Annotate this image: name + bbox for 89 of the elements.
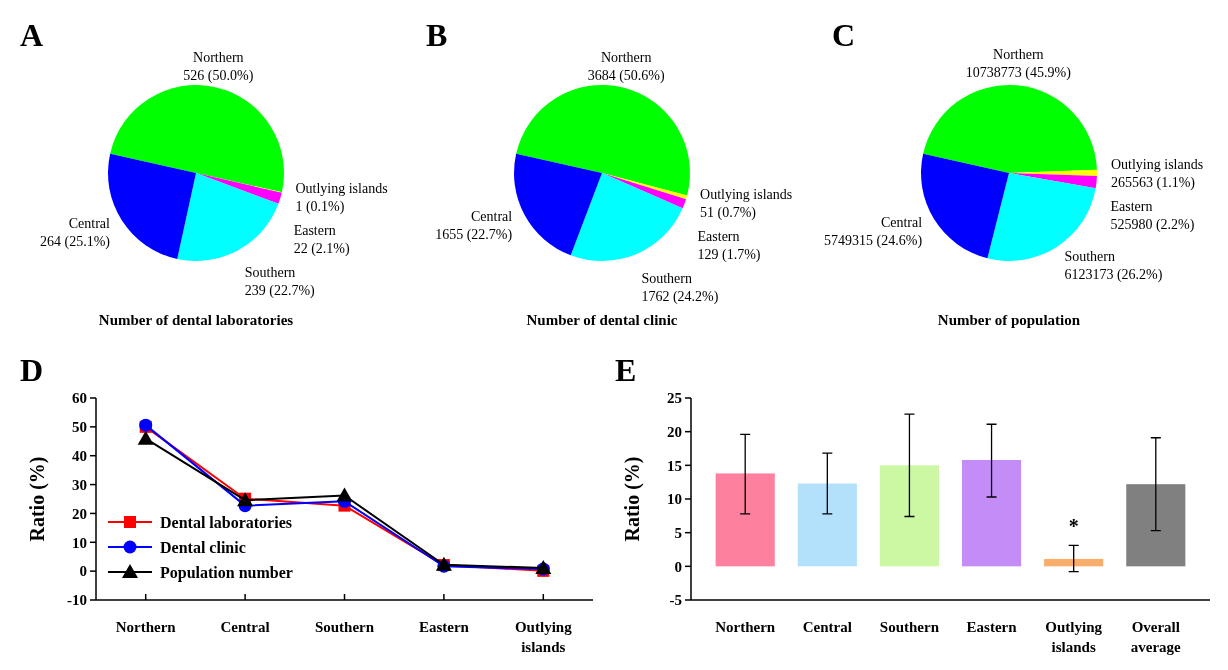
y-tick-label: 40 [72,447,87,464]
data-label: 526 (50.0%) [183,67,254,84]
bar [962,459,1022,567]
pie-slice [923,85,1097,173]
pie-slice [921,153,1009,259]
data-label: 129 (1.7%) [697,247,761,264]
x-tick-label: Southern [879,619,940,635]
bar [715,473,775,567]
text: Number of population [937,312,1081,328]
annotation: * [1068,515,1079,538]
text: D [20,352,44,388]
pie-slice [196,173,282,204]
y-tick-label: 50 [72,419,87,436]
bar [1126,484,1186,567]
y-tick-label: 0 [674,558,682,575]
data-label: 22 (2.1%) [293,241,350,258]
point [336,487,353,502]
y-tick-label: -10 [67,592,87,609]
pie-slice [602,173,687,209]
slice-label: Northern [600,50,652,66]
bar [797,483,857,567]
data-label: 10738773 (45.9%) [965,65,1072,82]
y-tick-label: 0 [79,563,87,580]
slice-label: Northern [193,49,244,65]
data-label: 1655 (22.7%) [435,227,513,244]
y-tick-label: 10 [72,534,87,551]
legend-label: Dental clinic [160,538,246,556]
data-label: 525980 (2.2%) [1110,216,1195,233]
x-tick-label: Northern [115,619,177,635]
x-tick-label: Central [802,619,852,635]
slice-label: Central [470,209,513,225]
bar [1044,558,1104,567]
pie-slice [516,85,690,196]
data-label: 51 (0.7%) [700,205,757,222]
pie-slice [177,173,279,261]
pie-slice [108,153,196,259]
data-label: 6123173 (26.2%) [1064,267,1163,284]
data-label: 264 (25.1%) [39,234,111,251]
slice-label: Outlying islands [295,181,388,197]
point [137,430,154,445]
x-tick-label: Overall average [1130,619,1182,655]
y-tick-label: 20 [72,505,87,522]
pie-slice [514,153,602,256]
pie-slice [570,173,683,261]
y-tick-label: 15 [667,457,682,474]
data-label: 1762 (24.2%) [641,289,719,306]
pie-slice [1009,173,1097,189]
y-tick-label: -5 [669,592,682,609]
x-tick-label: Outlying islands [1045,619,1103,655]
data-label: 5749315 (24.6%) [824,232,923,249]
data-label: 265563 (1.1%) [1111,174,1196,191]
slice-label: Central [880,214,923,230]
x-tick-label: Eastern [418,619,470,635]
slice-label: Southern [1064,249,1115,265]
text: E [615,352,637,388]
slice-label: Eastern [1110,198,1153,214]
pie-slice [110,85,284,193]
text: B [426,17,448,53]
slice-label: Southern [244,265,296,281]
x-tick-label: Southern [314,619,375,635]
x-tick-label: Central [220,619,270,635]
text: Number of dental laboratories [98,312,294,328]
y-tick-label: 25 [667,390,682,407]
y-tick-label: 30 [72,476,87,493]
y-tick-label: 10 [667,491,682,508]
y-axis-title: Ratio (%) [26,456,49,542]
slice-label: Central [68,216,111,232]
y-tick-label: 20 [667,423,682,440]
y-tick-label: 60 [72,390,87,407]
legend-label: Population number [160,563,293,582]
slice-label: Eastern [293,223,336,239]
data-label: 1 (0.1%) [295,199,345,216]
slice-label: Southern [641,271,692,287]
data-label: 3684 (50.6%) [587,68,666,85]
slice-label: Outlying islands [700,187,793,203]
data-label: 239 (22.7%) [244,283,316,300]
text: C [832,17,856,53]
x-tick-label: Eastern [966,619,1018,635]
legend-label: Dental laboratories [160,513,292,531]
bar [879,465,939,567]
text: Number of dental clinic [526,312,678,328]
slice-label: Outlying islands [1111,156,1204,172]
slice-label: Northern [993,47,1044,63]
text: A [20,17,44,53]
y-axis-title: Ratio (%) [621,456,644,542]
y-tick-label: 5 [674,524,682,541]
x-tick-label: Northern [715,619,776,635]
x-tick-label: Outlying islands [514,619,573,655]
slice-label: Eastern [697,229,740,245]
